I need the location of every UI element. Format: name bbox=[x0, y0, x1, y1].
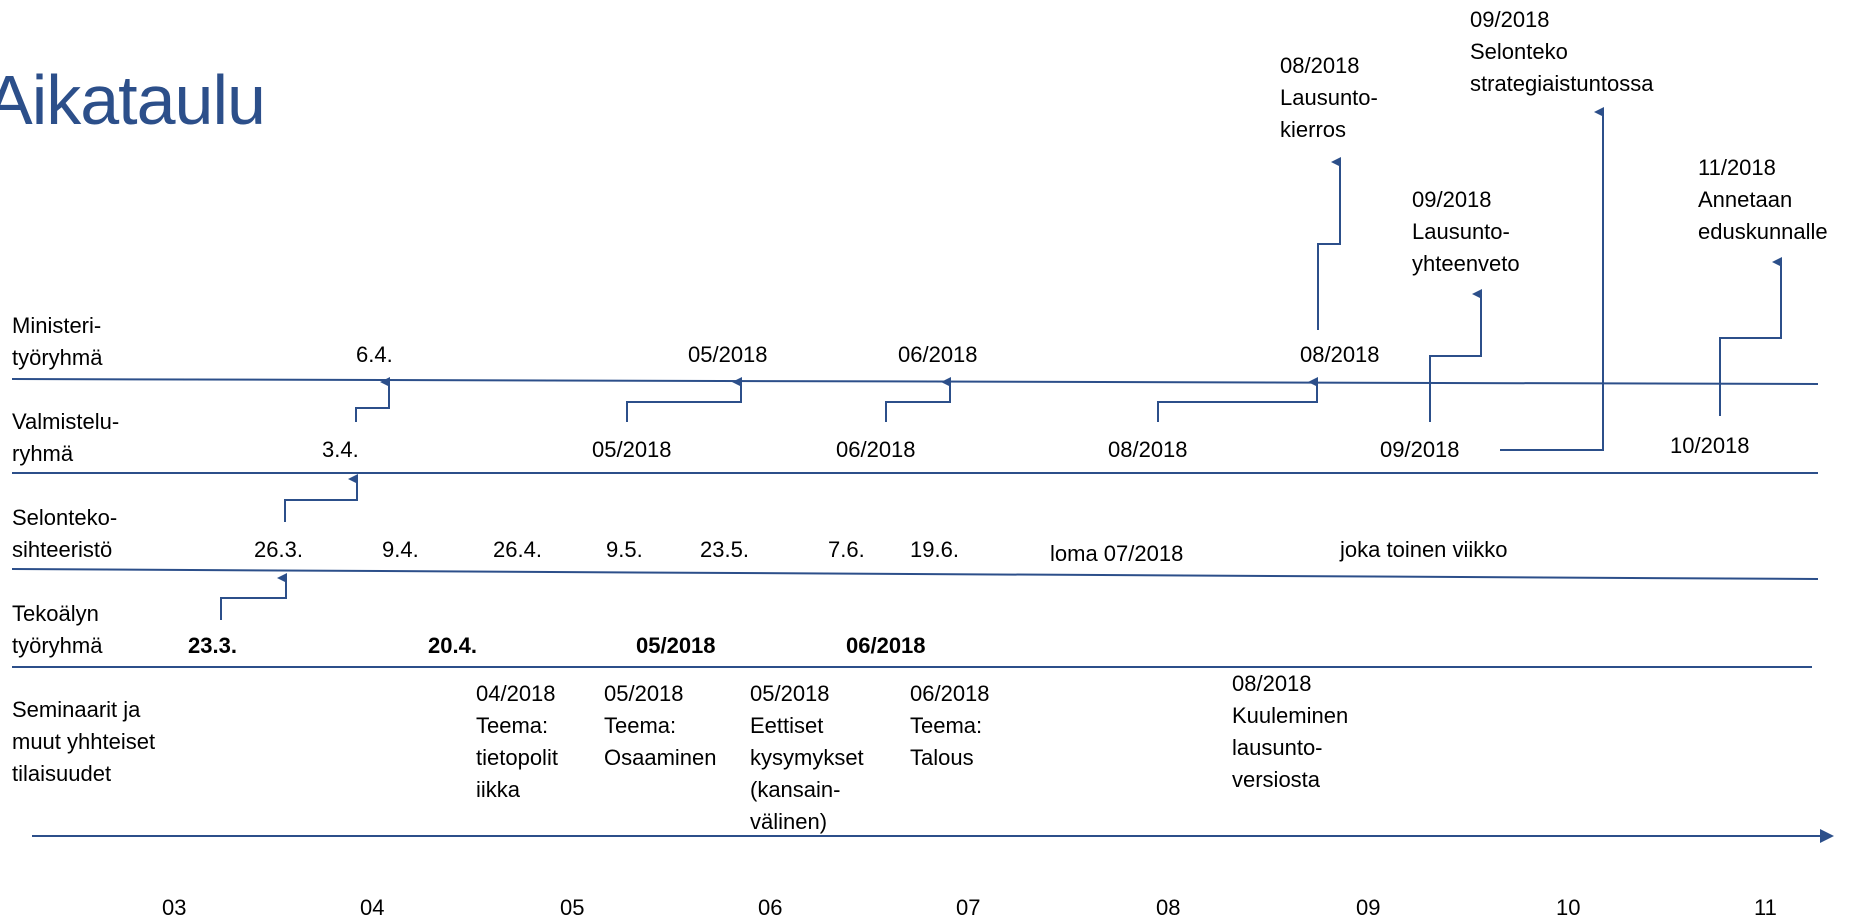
row-label-tekoaly: Tekoälyn työryhmä bbox=[12, 601, 103, 658]
month-label: 05 bbox=[560, 895, 585, 920]
month-label: 08 bbox=[1156, 895, 1181, 920]
step-arrow-08-2018 bbox=[1157, 377, 1318, 422]
step-arrow-06-2018 bbox=[885, 377, 951, 422]
valmistelu-date: 3.4. bbox=[322, 437, 359, 462]
row-label-ministeri: Ministeri-työryhmä bbox=[12, 313, 103, 370]
step-arrow-3-4 bbox=[355, 377, 390, 422]
milestone-strategiaistunto: 09/2018 Selonteko strategiaistuntossa bbox=[1470, 7, 1654, 96]
month-label: 07 bbox=[956, 895, 981, 920]
ministeri-date: 6.4. bbox=[356, 342, 393, 367]
seminar-item: 05/2018 Eettiset kysymykset (kansain-väline… bbox=[750, 681, 864, 834]
month-label: 04 bbox=[360, 895, 385, 920]
sihteeristo-date: 7.6. bbox=[828, 537, 865, 562]
tekoaly-date: 20.4. bbox=[428, 633, 477, 658]
step-arrow-lausuntoyhteenveto bbox=[1429, 289, 1482, 422]
milestone-lausuntokierros: 08/2018 Lausunto-kierros bbox=[1280, 53, 1378, 142]
lane-divider-sihteeristo bbox=[11, 568, 1819, 580]
seminar-item: 06/2018 Teema: Talous bbox=[910, 681, 990, 770]
valmistelu-date: 10/2018 bbox=[1670, 433, 1750, 458]
row-label-sihteeristo: Selonteko-sihteeristö bbox=[12, 505, 118, 562]
row-label-valmistelu: Valmistelu-ryhmä bbox=[12, 409, 120, 466]
sihteeristo-vacation: loma 07/2018 bbox=[1050, 541, 1184, 566]
seminar-item: 08/2018 Kuuleminen lausunto-versiosta bbox=[1232, 671, 1349, 792]
sihteeristo-date: 9.5. bbox=[606, 537, 643, 562]
row-label-seminaarit: Seminaarit ja muut yhhteiset tilaisuudet bbox=[12, 697, 156, 786]
sihteeristo-date: 26.4. bbox=[493, 537, 542, 562]
sihteeristo-date: 9.4. bbox=[382, 537, 419, 562]
tekoaly-date: 06/2018 bbox=[846, 633, 926, 658]
tekoaly-date: 05/2018 bbox=[636, 633, 716, 658]
milestone-eduskunta: 11/2018 Annetaan eduskunnalle bbox=[1698, 155, 1828, 244]
ministeri-date: 06/2018 bbox=[898, 342, 978, 367]
milestone-lausuntoyhteenveto: 09/2018 Lausunto-yhteenveto bbox=[1412, 187, 1520, 276]
sihteeristo-date: 19.6. bbox=[910, 537, 959, 562]
valmistelu-date: 05/2018 bbox=[592, 437, 672, 462]
month-label: 11 bbox=[1754, 895, 1777, 920]
sihteeristo-date: 23.5. bbox=[700, 537, 749, 562]
valmistelu-date: 08/2018 bbox=[1108, 437, 1188, 462]
valmistelu-date: 09/2018 bbox=[1380, 437, 1460, 462]
month-label: 09 bbox=[1356, 895, 1381, 920]
seminar-item: 04/2018 Teema: tietopolit iikka bbox=[476, 681, 558, 802]
sihteeristo-date: 26.3. bbox=[254, 537, 303, 562]
month-label: 03 bbox=[162, 895, 187, 920]
step-arrow-23-3 bbox=[220, 573, 287, 620]
step-arrow-05-2018 bbox=[626, 377, 742, 422]
step-arrow-lausuntokierros bbox=[1317, 157, 1341, 330]
month-label: 06 bbox=[758, 895, 783, 920]
lane-divider-ministeri bbox=[11, 378, 1819, 385]
month-label: 10 bbox=[1556, 895, 1581, 920]
seminar-item: 05/2018 Teema: Osaaminen bbox=[604, 681, 717, 770]
step-arrow-eduskunta bbox=[1719, 257, 1782, 416]
page-title: Aikataulu bbox=[0, 61, 266, 139]
valmistelu-date: 06/2018 bbox=[836, 437, 916, 462]
sihteeristo-frequency: joka toinen viikko bbox=[1340, 537, 1508, 562]
ministeri-date: 05/2018 bbox=[688, 342, 768, 367]
ministeri-date: 08/2018 bbox=[1300, 342, 1380, 367]
step-arrow-strategiaistunto bbox=[1500, 107, 1604, 451]
tekoaly-date: 23.3. bbox=[188, 633, 237, 658]
step-arrow-26-3 bbox=[284, 474, 358, 522]
